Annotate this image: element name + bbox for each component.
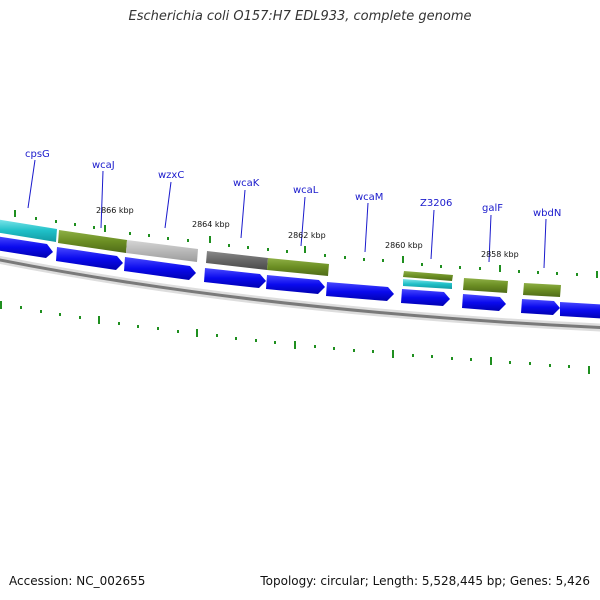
feature-olive[interactable] — [58, 230, 127, 253]
feature-olive[interactable] — [267, 258, 329, 276]
scale-label-2862: 2862 kbp — [288, 231, 326, 240]
scale-label-2866: 2866 kbp — [96, 206, 134, 215]
scale-ticks-upper — [14, 210, 598, 278]
cds-arrow[interactable] — [521, 299, 560, 315]
feature-gray-dark[interactable] — [206, 251, 268, 270]
feature-cyan[interactable] — [0, 219, 57, 242]
accession-text: Accession: NC_002655 — [9, 574, 146, 588]
cds-arrow[interactable] — [56, 247, 123, 270]
feature-olive[interactable] — [463, 278, 508, 293]
genome-backbone-line — [0, 258, 600, 330]
cds-arrow[interactable] — [462, 294, 506, 311]
map-title: Escherichia coli O157:H7 EDL933, complet… — [128, 9, 472, 24]
genome-summary-text: Topology: circular; Length: 5,528,445 bp… — [260, 574, 590, 588]
feature-olive[interactable] — [403, 271, 453, 281]
cds-arrow[interactable] — [266, 275, 325, 294]
cds-arrow[interactable] — [124, 257, 196, 280]
gene-label-wcaL[interactable]: wcaL — [293, 185, 319, 196]
feature-track-upper — [0, 219, 561, 297]
cds-arrow[interactable] — [326, 282, 394, 301]
gene-labels: cpsG wcaJ wzxC wcaK wcaL wcaM Z3206 galF… — [25, 149, 561, 219]
cds-arrow[interactable] — [204, 268, 266, 288]
gene-label-cpsG[interactable]: cpsG — [25, 149, 50, 160]
feature-track-cds — [0, 236, 600, 319]
cds-arrow[interactable] — [0, 236, 53, 258]
gene-label-wcaJ[interactable]: wcaJ — [92, 160, 115, 171]
feature-olive[interactable] — [523, 283, 561, 297]
scale-ticks-lower — [0, 301, 590, 374]
scale-labels: 2866 kbp 2864 kbp 2862 kbp 2860 kbp 2858… — [96, 206, 519, 259]
scale-label-2864: 2864 kbp — [192, 220, 230, 229]
cds-arrow[interactable] — [401, 289, 450, 306]
feature-gray-light[interactable] — [126, 240, 198, 262]
gene-label-wcaK[interactable]: wcaK — [233, 178, 260, 189]
gene-label-wcaM[interactable]: wcaM — [355, 192, 383, 203]
gene-label-leaders — [27, 159, 547, 269]
gene-label-wbdN[interactable]: wbdN — [533, 208, 561, 219]
feature-cyan[interactable] — [403, 279, 452, 289]
scale-label-2858: 2858 kbp — [481, 250, 519, 259]
scale-label-2860: 2860 kbp — [385, 241, 423, 250]
gene-label-Z3206[interactable]: Z3206 — [420, 198, 452, 209]
cds-arrow[interactable] — [560, 302, 600, 319]
gene-label-wzxC[interactable]: wzxC — [158, 170, 184, 181]
gene-label-galF[interactable]: galF — [482, 203, 503, 214]
